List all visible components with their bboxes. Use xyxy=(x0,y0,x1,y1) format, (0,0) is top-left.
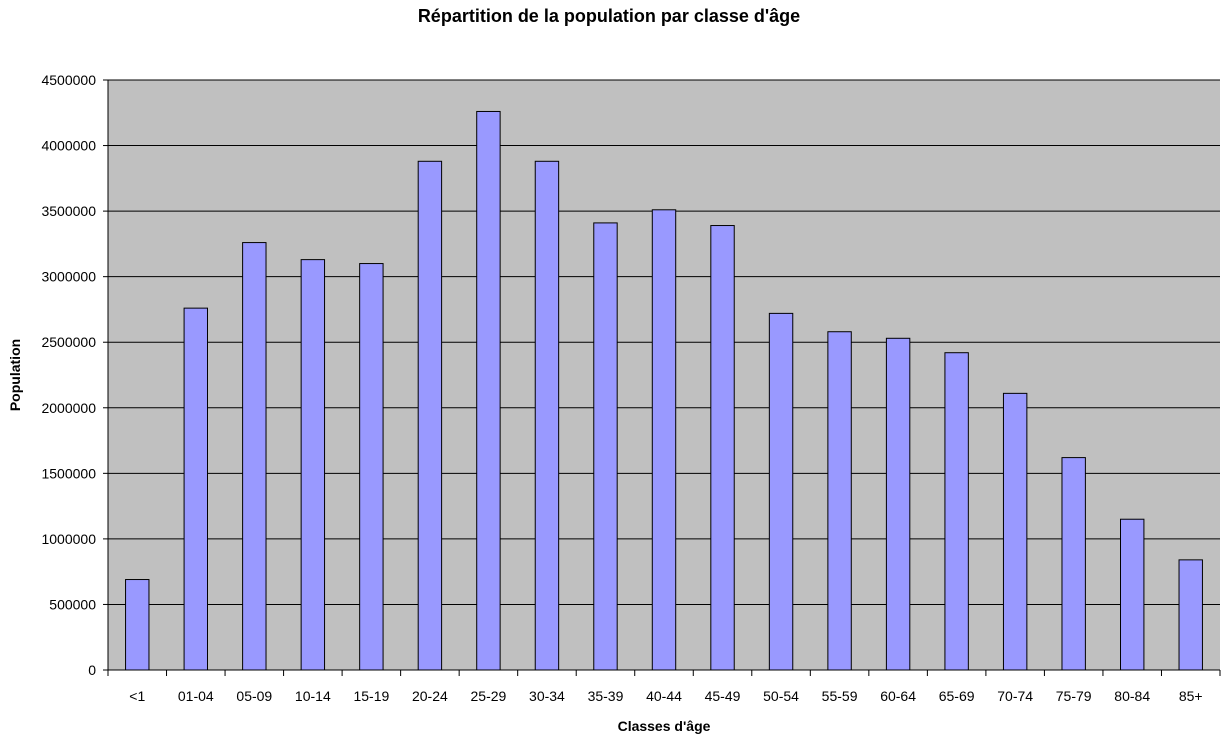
x-tick-label: 75-79 xyxy=(1056,688,1092,704)
chart-title: Répartition de la population par classe … xyxy=(418,6,800,26)
x-axis-title: Classes d'âge xyxy=(618,718,711,734)
bar-55-59 xyxy=(827,331,852,671)
bar-85+ xyxy=(1178,559,1203,671)
bar-05-09 xyxy=(242,242,267,671)
x-tick-label: 30-34 xyxy=(529,688,565,704)
axes xyxy=(103,79,1221,676)
y-tick-label: 3000000 xyxy=(41,269,96,285)
bar-10-14 xyxy=(300,259,326,671)
bar-75-79 xyxy=(1061,457,1086,671)
y-axis-title: Population xyxy=(7,339,23,411)
bar-50-54 xyxy=(768,312,794,671)
bar-25-29 xyxy=(476,110,501,671)
x-tick-label: 25-29 xyxy=(471,688,507,704)
x-tick-label: 05-09 xyxy=(236,688,272,704)
y-tick-label: 3500000 xyxy=(41,203,96,219)
x-tick-label: 15-19 xyxy=(353,688,389,704)
x-tick-label: 10-14 xyxy=(295,688,331,704)
y-tick-label: 4500000 xyxy=(41,72,96,88)
y-tick-label: 1500000 xyxy=(41,465,96,481)
x-tick-label: 45-49 xyxy=(705,688,741,704)
y-tick-label: 2000000 xyxy=(41,400,96,416)
y-tick-labels: 0 500000 1000000 1500000 2000000 2500000 30000… xyxy=(41,72,96,678)
x-tick-label: 35-39 xyxy=(588,688,624,704)
bars xyxy=(125,110,1203,671)
x-tick-label: 40-44 xyxy=(646,688,682,704)
bar-15-19 xyxy=(359,263,384,671)
bar-80-84 xyxy=(1120,518,1145,671)
x-tick-label: 85+ xyxy=(1179,688,1203,704)
x-tick-label: 20-24 xyxy=(412,688,448,704)
bar-20-24 xyxy=(417,160,443,671)
x-tick-label: 65-69 xyxy=(939,688,975,704)
x-tick-label: 55-59 xyxy=(822,688,858,704)
bar-01-04 xyxy=(183,307,208,671)
bar-60-64 xyxy=(885,337,911,671)
bar-70-74 xyxy=(1002,392,1028,671)
x-tick-label: 50-54 xyxy=(763,688,799,704)
x-tick-label: 80-84 xyxy=(1114,688,1150,704)
bar-45-49 xyxy=(710,225,735,671)
y-tick-label: 4000000 xyxy=(41,138,96,154)
y-tick-label: 2500000 xyxy=(41,334,96,350)
x-tick-labels: <1 01-04 05-09 10-14 15-19 20-24 25-29 30-34 35-… xyxy=(129,688,1202,704)
x-tick-label: 60-64 xyxy=(880,688,916,704)
bar-40-44 xyxy=(651,209,677,671)
bar-30-34 xyxy=(534,160,560,671)
y-tick-label: 1000000 xyxy=(41,531,96,547)
bar-<1 xyxy=(125,579,150,671)
bar-65-69 xyxy=(944,352,969,671)
y-tick-label: 500000 xyxy=(49,596,96,612)
x-tick-label: 01-04 xyxy=(178,688,214,704)
bar-35-39 xyxy=(593,222,618,671)
x-tick-label: 70-74 xyxy=(997,688,1033,704)
x-tick-label: <1 xyxy=(129,688,145,704)
y-tick-label: 0 xyxy=(88,662,96,678)
